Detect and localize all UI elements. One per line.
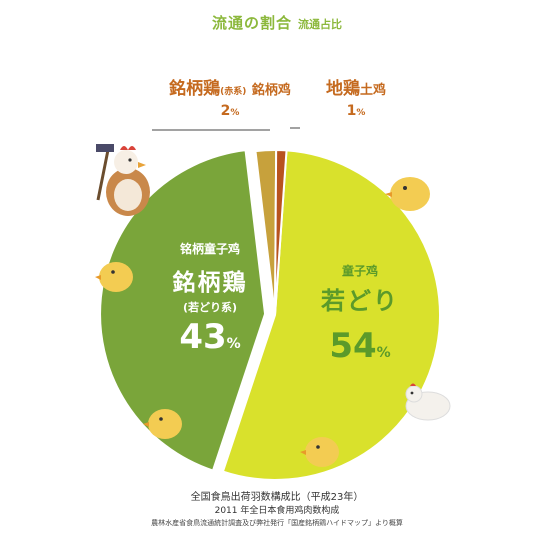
young-name-jp: 若どり [321,287,399,315]
pie-slice-3 [274,148,288,316]
title-cn: 流通占比 [298,18,342,31]
chick-illustration-right-top [385,170,435,219]
brand-pct: 43% [179,317,241,357]
brand-red-paren: (赤系) [220,87,247,97]
chick-illustration-bottom-left [143,402,187,448]
footer-line-1: 全国食鳥出荷羽数構成比（平成23年） [190,492,364,503]
local-name-jp: 地鶏 [325,79,360,99]
chart-title: 流通の割合 流通占比 [0,12,554,33]
label-brand-red: 銘柄鶏(赤系) 銘柄鸡 2% [150,74,310,119]
local-name-cn: 土鸡 [359,83,386,98]
label-brand: 铭柄童子鸡 銘柄鶏 (若どり系) 43% [140,240,280,357]
label-local: 地鶏土鸡 1% [306,74,406,119]
young-pct: 54% [329,326,391,366]
young-sub-cn: 童子鸡 [341,264,378,278]
local-pct: 1% [346,103,366,119]
brand-red-name-jp: 銘柄鶏 [169,79,221,99]
footer-line-2: 2011 年全日本食用鸡肉数构成 [214,506,340,516]
brand-sub-cn: 铭柄童子鸡 [179,242,240,256]
label-young: 童子鸡 若どり 54% [300,262,420,366]
brand-red-name-cn: 銘柄鸡 [251,83,291,98]
footer-line-3: 農林水産省食鳥流通統計調査及び弊社発行「国産銘柄鶏ハイドマップ」より概算 [151,519,403,527]
title-jp: 流通の割合 [211,14,292,32]
brand-red-pct: 2% [220,103,240,119]
chick-illustration-bottom [300,430,344,476]
hen-illustration-right [400,378,460,432]
rooster-illustration [88,140,158,229]
chick-illustration-left [95,255,137,301]
pie-slice-0 [221,149,441,481]
brand-paren: (若どり系) [182,301,238,314]
brand-name-jp: 銘柄鶏 [172,270,248,296]
pie-slice-1 [99,149,267,472]
